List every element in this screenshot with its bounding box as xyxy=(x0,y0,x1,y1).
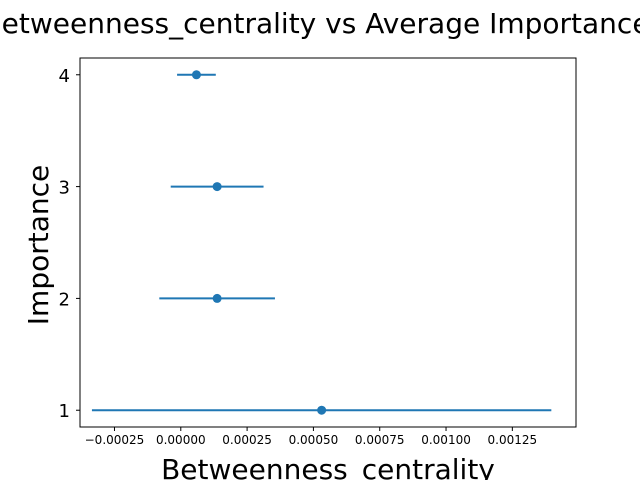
data-point xyxy=(317,405,327,415)
plot-area xyxy=(79,57,577,428)
x-tick-label: 0.00050 xyxy=(289,433,339,447)
data-point xyxy=(191,70,201,80)
x-tick-label: −0.00025 xyxy=(85,433,145,447)
data-point xyxy=(212,182,222,192)
data-point xyxy=(212,293,222,303)
x-tick-label: 0.00025 xyxy=(222,433,272,447)
y-tick-label: 1 xyxy=(59,401,70,422)
y-tick-label: 4 xyxy=(59,66,70,87)
x-tick-label: 0.00000 xyxy=(156,433,206,447)
x-axis-label: Betweenness_centrality xyxy=(161,453,495,480)
y-axis: 1 2 3 4 xyxy=(59,66,80,422)
x-tick-label: 0.00075 xyxy=(355,433,405,447)
x-axis: −0.00025 0.00000 0.00025 0.00050 0.00075 0.00… xyxy=(85,427,538,447)
x-tick-label: 0.00125 xyxy=(488,433,538,447)
data-series xyxy=(91,70,552,415)
chart-title: Betweenness_centrality vs Average Import… xyxy=(0,7,640,40)
y-tick-label: 2 xyxy=(59,289,70,310)
y-tick-label: 3 xyxy=(59,178,70,199)
x-tick-label: 0.00100 xyxy=(421,433,471,447)
y-axis-label: Importance xyxy=(22,165,55,325)
